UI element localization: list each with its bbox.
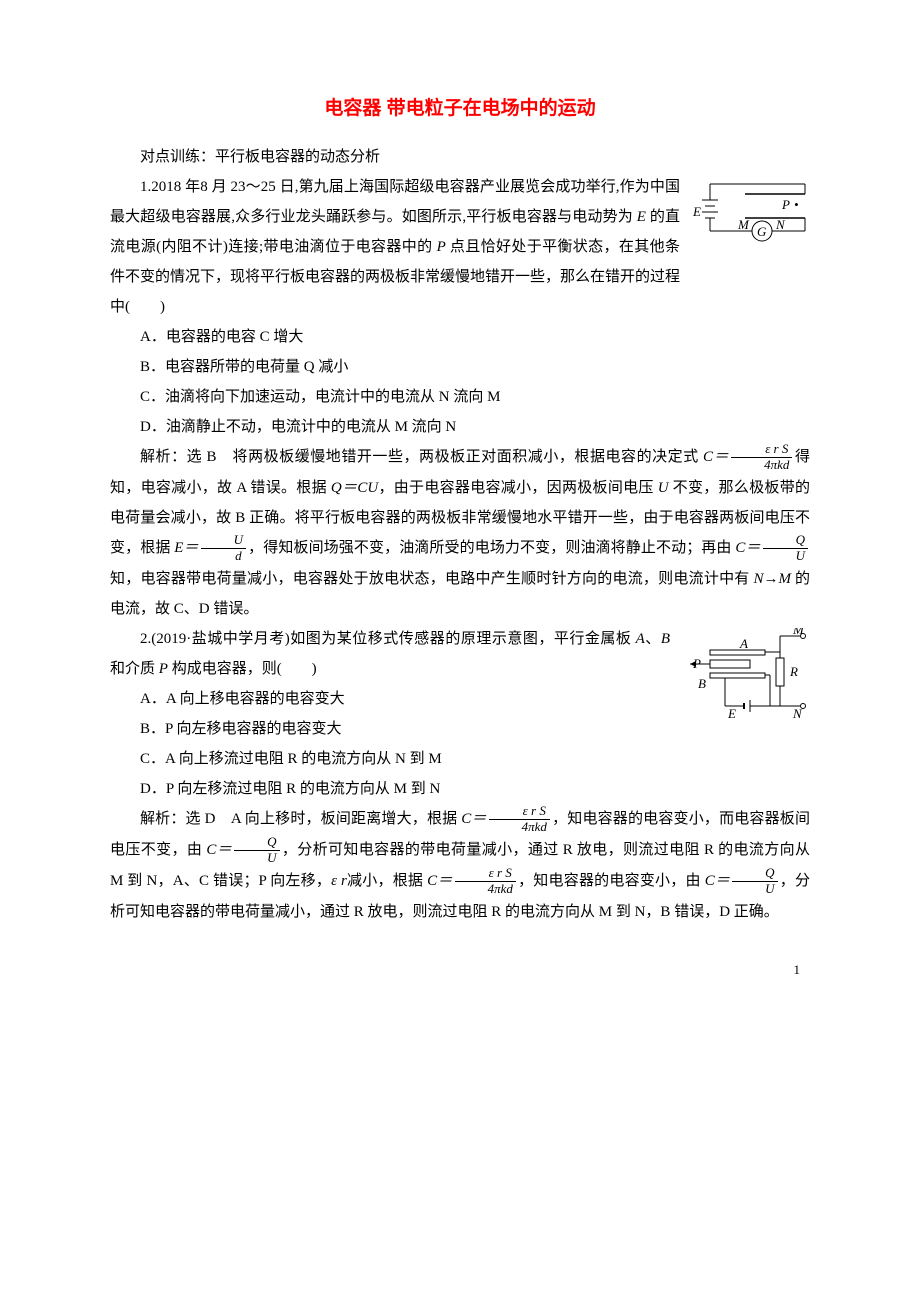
text: ，由于电容器电容减小，因两极板间电压 [378,480,658,496]
frac-e: Ud [201,533,246,564]
den: 4πkd [455,882,516,897]
frac-c: ε r S4πkd [731,442,792,473]
text: N→M [754,571,792,587]
page-title: 电容器 带电粒子在电场中的运动 [110,90,810,128]
text: 和介质 [110,661,159,677]
text: 构成电容器，则( ) [168,661,317,677]
num: Q [234,835,279,851]
num: ε r S [731,442,792,458]
q2-diagram: A B P M R N E [680,628,810,734]
label-M: M [737,217,750,232]
q1-opt-d: D．油滴静止不动，电流计中的电流从 M 流向 N [110,412,810,442]
var: ε r [331,873,347,889]
den: U [234,851,279,866]
label-N: N [792,706,803,721]
eq: Q＝CU [331,480,378,496]
den: d [201,549,246,564]
text: A．A 向上移电容器的电容变大 [140,691,345,707]
text: 1.2018 年8 月 23～25 日,第九届上海国际超级电容器产业展览会成功举… [110,179,680,225]
label-B: B [698,676,706,691]
p-dot: • [794,197,799,212]
text: C．油滴将向下加速运动，电流计中的电流从 N 流向 M [140,389,500,405]
frac-c: ε r S4πkd [489,804,550,835]
label-P: P [781,197,790,212]
text: C．A 向上移流过电阻 R 的电流方向从 N 到 M [140,751,442,767]
text: 解析：选 B 将两极板缓慢地错开一些，两极板正对面积减小，根据电容的决定式 [140,449,703,465]
num: ε r S [455,866,516,882]
text: D．油滴静止不动，电流计中的电流从 M 流向 N [140,419,456,435]
num: Q [763,533,808,549]
num: ε r S [489,804,550,820]
label-R: R [789,664,798,679]
eq: C＝ [461,811,486,827]
den: U [732,882,777,897]
text: A 向上移时，板间距离增大，根据 [231,811,461,827]
eq: C＝ [703,449,729,465]
text: 减小，根据 [347,873,427,889]
text: ，知电容器的电容变小，由 [518,873,705,889]
q1-opt-c: C．油滴将向下加速运动，电流计中的电流从 N 流向 M [110,382,810,412]
text: B．P 向左移电容器的电容变大 [140,721,342,737]
q2-opt-c: C．A 向上移流过电阻 R 的电流方向从 N 到 M [110,744,810,774]
text: B．电容器所带的电荷量 Q 减小 [140,359,348,375]
var-U: U [658,480,669,496]
eq: E＝ [174,540,198,556]
frac-cqu2: QU [732,866,777,897]
frac-cqu: QU [763,533,808,564]
eq: C＝ [206,842,232,858]
var: B [661,631,670,647]
den: 4πkd [731,458,792,473]
label-M: M [792,628,805,637]
frac-c2: ε r S4πkd [455,866,516,897]
label-A: A [739,636,748,651]
label-E: E [692,204,701,219]
q2-solution: 解析：选 D A 向上移时，板间距离增大，根据 C＝ε r S4πkd，知电容器… [110,804,810,927]
eq: C＝ [735,540,760,556]
q1-opt-a: A．电容器的电容 C 增大 [110,322,810,352]
num: U [201,533,246,549]
q1-diagram: E P • G M N [690,176,810,267]
eq: C＝ [427,873,452,889]
label-E: E [727,706,736,721]
text: D．P 向左移流过电阻 R 的电流方向从 M 到 N [140,781,440,797]
text: 、 [645,631,661,647]
label-G: G [757,224,767,239]
text: ，得知板间场强不变，油滴所受的电场力不变，则油滴将静止不动；再由 [248,540,735,556]
frac-cqu: QU [234,835,279,866]
q1-solution: 解析：选 B 将两极板缓慢地错开一些，两极板正对面积减小，根据电容的决定式 C＝… [110,442,810,624]
q1-opt-b: B．电容器所带的电荷量 Q 减小 [110,352,810,382]
var-E: E [637,209,646,225]
den: 4πkd [489,820,550,835]
den: U [763,549,808,564]
subheading: 对点训练：平行板电容器的动态分析 [110,142,810,172]
eq: C＝ [705,873,730,889]
text: A．电容器的电容 C 增大 [140,329,303,345]
var-P: P [437,239,446,255]
var: A [636,631,645,647]
text: 2.(2019·盐城中学月考)如图为某位移式传感器的原理示意图，平行金属板 [140,631,636,647]
text: 知，电容器带电荷量减小，电容器处于放电状态，电路中产生顺时针方向的电流，则电流计… [110,571,754,587]
num: Q [732,866,777,882]
var: P [159,661,168,677]
text: 解析：选 D [140,811,231,827]
page-number: 1 [110,957,810,983]
q2-opt-d: D．P 向左移流过电阻 R 的电流方向从 M 到 N [110,774,810,804]
label-N: N [775,217,786,232]
